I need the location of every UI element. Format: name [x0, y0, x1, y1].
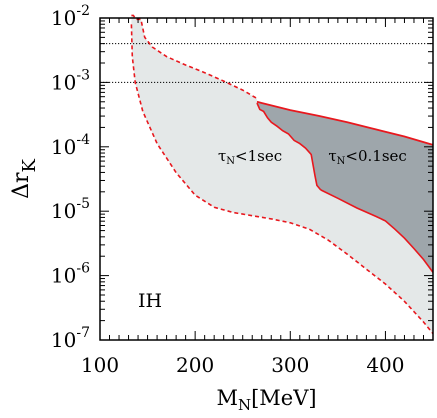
- x-axis-label: MN[MeV]: [216, 386, 316, 414]
- region-fills: [131, 15, 433, 334]
- x-tick-label: 300: [271, 353, 309, 377]
- y-tick-label: 10-5: [51, 196, 90, 223]
- x-tick-label: 100: [81, 353, 119, 377]
- axis-ticks: [99, 18, 434, 341]
- region-label-2: τN<0.1sec: [328, 147, 406, 167]
- tick-labels: 100 200 300 400 10-2 10-3 10-4 10-5 10-6 10-7: [51, 3, 405, 377]
- boundary-lower-1sec: [130, 24, 434, 335]
- region-fill-tau-1sec: [131, 15, 433, 334]
- boundary-upper-1sec: [131, 14, 258, 100]
- plot-frame: [99, 17, 434, 341]
- y-tick-label: 10-4: [51, 132, 90, 159]
- x-tick-label: 200: [176, 353, 214, 377]
- text-labels: MN[MeV] ΔrK τN<1sec τN<0.1sec IH: [9, 147, 407, 414]
- boundary-upper-0p1sec: [256, 100, 434, 146]
- region-label-1: τN<1sec: [218, 147, 282, 167]
- region-boundaries: [130, 14, 434, 335]
- y-tick-label: 10-7: [51, 325, 90, 352]
- boundary-left-0p1sec: [256, 102, 322, 191]
- boundary-lower-0p1sec: [320, 189, 434, 273]
- hierarchy-label: IH: [138, 290, 162, 312]
- x-tick-label: 400: [366, 353, 404, 377]
- y-axis-label: ΔrK: [9, 159, 40, 199]
- y-axis-label-text: ΔrK: [9, 159, 40, 199]
- y-tick-label: 10-3: [51, 67, 90, 94]
- y-tick-label: 10-6: [51, 261, 90, 288]
- y-tick-label: 10-2: [51, 3, 90, 30]
